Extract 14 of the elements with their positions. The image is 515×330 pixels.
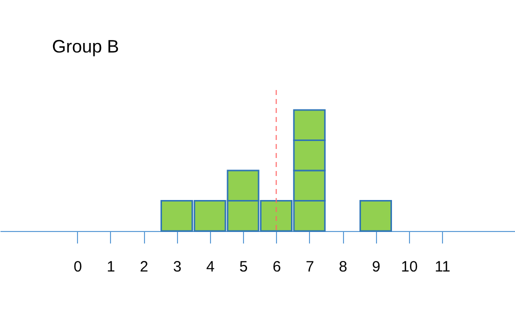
x-tick-label: 4 [206,258,215,276]
bar [359,200,392,232]
x-tick-label: 8 [338,258,348,276]
x-tick-label: 0 [74,258,82,276]
x-tick-label: 10 [401,258,418,276]
x-tick-label: 7 [306,258,314,276]
x-tick-label: 2 [140,258,148,276]
x-tick-label: 5 [239,258,248,276]
x-tick-label: 11 [434,258,450,276]
x-tick-label: 6 [272,258,281,276]
x-tick-label: 3 [173,258,182,276]
x-tick-label: 9 [372,258,380,276]
chart-title: Group B [52,36,120,56]
x-tick-label: 1 [106,258,116,276]
